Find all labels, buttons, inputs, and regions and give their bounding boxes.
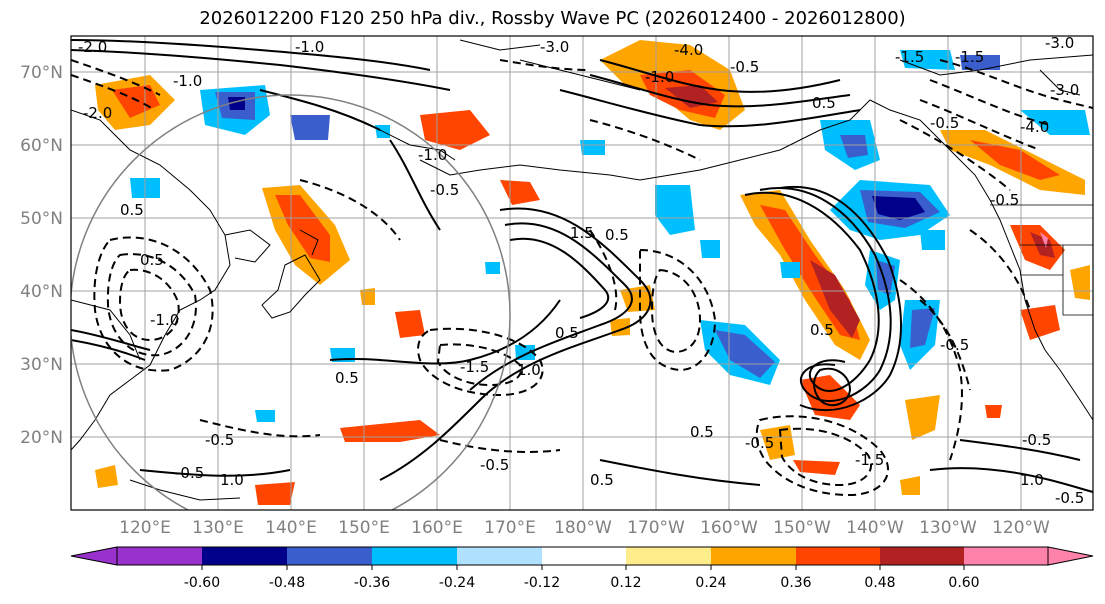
lon-label: 140°W	[846, 518, 904, 538]
lon-label: 130°W	[919, 518, 977, 538]
colorbar-tick: -0.12	[524, 575, 560, 591]
colorbar: -0.60 -0.48 -0.36 -0.24 -0.12 0.12 0.24 …	[70, 546, 1094, 591]
contour-label: -0.5	[930, 114, 959, 132]
colorbar-tick: 0.60	[948, 575, 979, 591]
contour-label: -1.0	[295, 38, 324, 56]
lon-label: 160°W	[700, 518, 758, 538]
contour-label: 0.5	[812, 94, 836, 112]
contour-labels: -2.0 -1.0 -2.0 -1.0 -3.0 -4.0 -3.0 -0.5 …	[78, 34, 1084, 507]
colorbar-swatch	[287, 547, 372, 565]
contour-label: -1.0	[173, 72, 202, 90]
contour-label: -3.0	[540, 38, 569, 56]
colorbar-tick: 0.36	[780, 575, 811, 591]
colorbar-tick: -0.60	[184, 575, 220, 591]
contour-label: -0.5	[175, 464, 204, 482]
lat-label: 50°N	[20, 209, 63, 229]
latitude-labels: 70°N 60°N 50°N 40°N 30°N 20°N	[20, 63, 63, 448]
lat-label: 30°N	[20, 355, 63, 375]
lat-label: 70°N	[20, 63, 63, 83]
contour-label: 0.5	[120, 201, 144, 219]
colorbar-under	[70, 546, 118, 566]
lon-label: 130°E	[192, 518, 244, 538]
contour-label: -0.5	[745, 434, 774, 452]
contour-label: -4.0	[674, 41, 703, 59]
coastlines	[71, 39, 1093, 501]
lat-label: 60°N	[20, 136, 63, 156]
contours-negative	[71, 59, 1093, 497]
contour-label: -2.0	[83, 104, 112, 122]
contour-label: 1.0	[220, 471, 244, 489]
colorbar-tick: 0.12	[610, 575, 641, 591]
colorbar-swatch	[457, 547, 542, 565]
colorbar-swatch	[796, 547, 880, 565]
contour-label: -1.0	[418, 146, 447, 164]
contour-label: 1.0	[517, 361, 541, 379]
contour-label: -1.5	[955, 48, 984, 66]
map-area: -2.0 -1.0 -2.0 -1.0 -3.0 -4.0 -3.0 -0.5 …	[71, 34, 1093, 510]
lon-label: 150°E	[338, 518, 390, 538]
lon-label: 120°E	[119, 518, 171, 538]
graticule	[71, 36, 1093, 510]
colorbar-swatch	[117, 547, 202, 565]
contour-label: -0.5	[480, 456, 509, 474]
contour-label: -3.0	[1050, 81, 1079, 99]
colorbar-swatch	[880, 547, 964, 565]
contour-label: -1.0	[150, 311, 179, 329]
contour-label: 0.5	[555, 324, 579, 342]
colorbar-tick: -0.36	[354, 575, 390, 591]
contour-label: -2.0	[78, 38, 107, 56]
contour-label: -0.5	[990, 191, 1019, 209]
contour-label: -1.5	[460, 358, 489, 376]
contour-label: -4.0	[1020, 118, 1049, 136]
contour-label: 0.5	[140, 251, 164, 269]
contour-label: 0.5	[690, 423, 714, 441]
contour-label: 0.5	[335, 369, 359, 387]
contour-label: 1.0	[1020, 471, 1044, 489]
colorbar-tick: -0.48	[269, 575, 305, 591]
longitude-labels: 120°E 130°E 140°E 150°E 160°E 170°E 180°…	[119, 518, 1050, 538]
contour-label: -1.5	[895, 48, 924, 66]
lon-label: 170°E	[484, 518, 536, 538]
lat-label: 20°N	[20, 428, 63, 448]
contour-label: -0.5	[430, 181, 459, 199]
map-frame	[70, 35, 1094, 511]
lon-label: 170°W	[627, 518, 685, 538]
contour-label: -0.5	[940, 336, 969, 354]
contour-label: -1.0	[645, 68, 674, 86]
colorbar-swatch	[626, 547, 711, 565]
lon-label: 160°E	[411, 518, 463, 538]
colorbar-swatch	[964, 547, 1048, 565]
colorbar-swatch	[202, 547, 287, 565]
borders	[990, 204, 1093, 316]
contour-label: -0.5	[1055, 489, 1084, 507]
colorbar-swatch	[542, 547, 626, 565]
lon-label: 180°W	[554, 518, 612, 538]
lon-label: 120°W	[992, 518, 1050, 538]
colorbar-over	[1047, 546, 1094, 566]
contour-label: -0.5	[1022, 431, 1051, 449]
reference-circle	[71, 94, 511, 510]
colorbar-swatch	[711, 547, 796, 565]
colorbar-tick: 0.48	[864, 575, 895, 591]
lat-label: 40°N	[20, 282, 63, 302]
contour-label: -0.5	[205, 431, 234, 449]
contour-label: 1.5	[570, 224, 594, 242]
colorbar-tick: -0.24	[439, 575, 475, 591]
colorbar-swatch	[372, 547, 457, 565]
contours-positive	[71, 39, 1093, 493]
colorbar-tick: 0.24	[695, 575, 726, 591]
map-title: 2026012200 F120 250 hPa div., Rossby Wav…	[199, 8, 906, 29]
contour-label: 0.5	[605, 226, 629, 244]
lon-label: 150°W	[773, 518, 831, 538]
contour-label: -3.0	[1045, 34, 1074, 52]
contour-label: -1.5	[855, 451, 884, 469]
contour-label: 0.5	[810, 321, 834, 339]
contour-label: -0.5	[730, 58, 759, 76]
lon-label: 140°E	[265, 518, 317, 538]
contour-label: 0.5	[590, 471, 614, 489]
